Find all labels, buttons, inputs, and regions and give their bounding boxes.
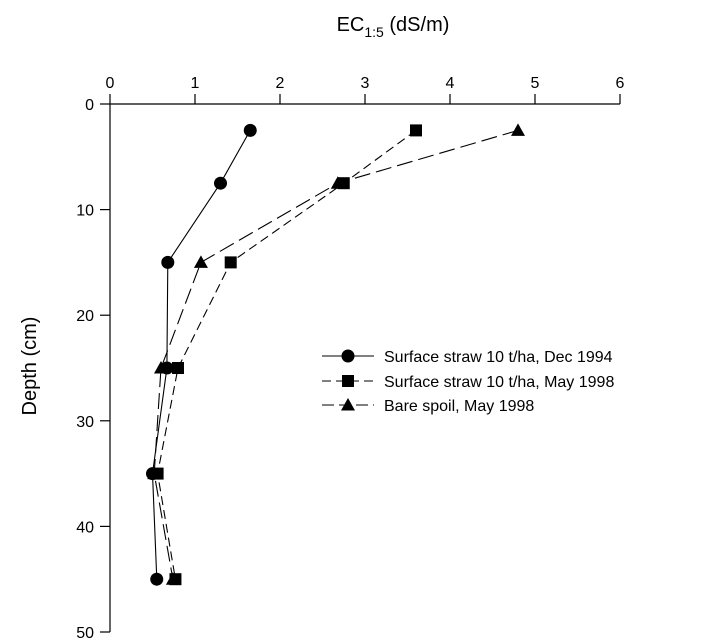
series-3-point [193,255,208,268]
series-1-point [161,255,175,269]
x-tick-label: 6 [616,75,625,92]
y-axis-title: Depth (cm) [19,317,41,416]
x-axis-title: EC1:5 (dS/m) [337,14,450,40]
series-3-line [153,129,519,580]
x-tick-label: 1 [191,75,200,92]
series-2-point [410,124,422,137]
legend: Surface straw 10 t/ha, Dec 1994 Surface s… [322,349,614,415]
series-1-point [214,176,227,190]
y-tick-label: 0 [85,97,94,114]
y-tick-label: 10 [76,203,94,220]
x-tick-label: 0 [106,75,115,92]
x-tick-label: 5 [531,75,540,92]
legend-label: Bare spoil, May 1998 [384,398,534,415]
y-tick-label: 40 [76,519,94,536]
x-tick-label: 3 [361,75,370,92]
legend-label: Surface straw 10 t/ha, Dec 1994 [384,349,613,366]
legend-label: Surface straw 10 t/ha, May 1998 [384,374,614,391]
y-tick-label: 30 [76,414,94,431]
series-1-point [243,123,257,137]
legend-marker [342,375,354,387]
series-3-point [154,361,168,374]
x-axis-title-unit: (dS/m) [384,14,450,36]
legend-marker [341,398,355,411]
axes: 0 1 2 3 4 5 6 0 10 20 30 40 50 [76,75,624,642]
legend-marker [341,349,355,363]
series-3-point [165,572,180,585]
x-axis-title-subscript: 1:5 [364,24,384,40]
legend-item-3: Bare spoil, May 1998 [322,398,534,415]
series-3-point [147,466,162,480]
y-tick-label: 20 [76,308,94,325]
x-axis-title-main: EC [337,14,365,36]
series-2-line [157,129,417,580]
x-tick-label: 4 [446,75,455,92]
x-tick-label: 2 [276,75,285,92]
series-3-point [330,176,345,189]
series-2 [151,124,422,586]
legend-item-1: Surface straw 10 t/ha, Dec 1994 [322,349,613,366]
series-2-point [172,362,184,374]
series-3-point [511,123,525,136]
series-2-point [224,256,237,269]
series-1-line [151,130,251,580]
series-3 [147,123,525,585]
y-tick-label: 50 [76,625,94,642]
series-1 [146,123,257,586]
legend-item-2: Surface straw 10 t/ha, May 1998 [322,374,614,391]
series-1-point [150,572,164,586]
series-layer [146,123,525,586]
